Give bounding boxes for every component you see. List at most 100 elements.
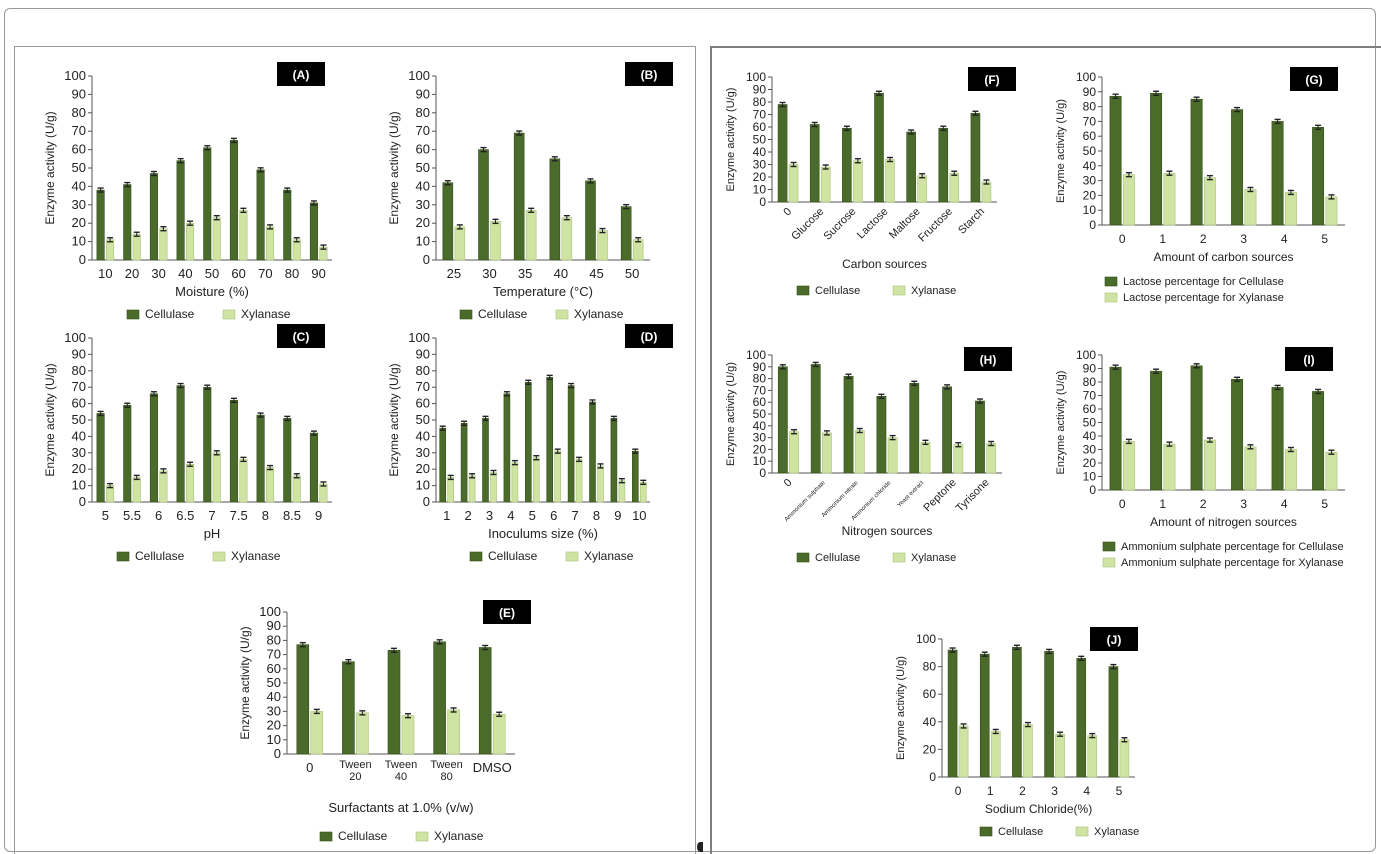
xylanase-bar <box>401 715 415 755</box>
y-tick-label: 90 <box>1083 85 1097 99</box>
legend-swatch <box>1102 557 1116 568</box>
panel-label: (E) <box>499 606 515 620</box>
y-tick-label: 30 <box>1083 443 1097 457</box>
legend-swatch <box>469 551 483 562</box>
xylanase-bar <box>468 475 476 503</box>
cellulase-bar <box>433 641 446 755</box>
y-tick-label: 20 <box>1083 456 1097 470</box>
legend-label: Ammonium sulphate percentage for Xylanas… <box>1121 557 1344 569</box>
y-tick-label: 80 <box>72 363 86 378</box>
x-axis-label: Amount of nitrogen sources <box>1150 515 1297 529</box>
y-tick-label: 10 <box>72 234 86 249</box>
y-tick-label: 30 <box>267 703 281 718</box>
xylanase-bar <box>1325 196 1338 226</box>
cellulase-bar <box>975 400 985 474</box>
y-tick-label: 20 <box>923 742 937 756</box>
xylanase-bar <box>1203 177 1216 226</box>
x-tick-label: 5 <box>102 508 109 523</box>
x-tick-label: 0 <box>782 477 795 490</box>
y-tick-label: 70 <box>753 383 767 397</box>
legend-label: Cellulase <box>998 826 1043 838</box>
y-tick-label: 0 <box>759 195 766 209</box>
xylanase-bar <box>511 462 519 503</box>
x-tick-label: Fructose <box>916 206 955 245</box>
legend-label: Xylanase <box>584 549 634 563</box>
legend-label: Ammonium sulphate percentage for Cellula… <box>1121 541 1344 553</box>
y-tick-label: 50 <box>753 407 767 421</box>
xylanase-bar <box>212 217 221 261</box>
legend-label: Xylanase <box>434 829 484 843</box>
xylanase-bar <box>266 226 275 261</box>
cellulase-bar <box>203 147 212 261</box>
y-axis-label: Enzyme activity (U/g) <box>895 656 907 760</box>
cellulase-bar <box>203 386 212 503</box>
xylanase-bar <box>186 222 195 261</box>
y-tick-label: 10 <box>1083 203 1097 217</box>
xylanase-bar <box>292 239 301 261</box>
legend-swatch <box>1104 276 1118 287</box>
y-tick-label: 0 <box>1089 218 1096 232</box>
x-tick-label: 2 <box>1200 232 1207 246</box>
xylanase-bar <box>887 437 898 474</box>
y-tick-label: 20 <box>416 461 430 476</box>
y-tick-label: 70 <box>416 123 430 138</box>
cellulase-bar <box>809 124 820 203</box>
xylanase-bar <box>106 239 115 261</box>
y-axis-label: Enzyme activity (U/g) <box>725 88 737 192</box>
y-tick-label: 60 <box>267 661 281 676</box>
y-tick-label: 30 <box>72 445 86 460</box>
legend-label: Cellulase <box>338 829 388 843</box>
x-tick-label: 0 <box>1119 232 1126 246</box>
legend-label: Xylanase <box>574 307 624 321</box>
y-tick-label: 30 <box>753 431 767 445</box>
cellulase-bar <box>777 104 788 203</box>
xylanase-bar <box>1325 451 1338 491</box>
x-axis-label: Nitrogen sources <box>842 524 933 538</box>
cellulase-bar <box>632 450 639 503</box>
x-axis-label: Surfactants at 1.0% (v/w) <box>328 800 473 815</box>
cellulase-bar <box>309 432 318 503</box>
x-tick-label: 5 <box>1321 497 1328 511</box>
y-tick-label: 10 <box>753 183 767 197</box>
x-tick-label: 8 <box>593 508 600 523</box>
y-tick-label: 40 <box>416 178 430 193</box>
x-tick-label: 45 <box>589 266 603 281</box>
y-tick-label: 80 <box>416 105 430 120</box>
y-tick-label: 60 <box>72 142 86 157</box>
x-tick-label: Lactose <box>855 206 891 242</box>
y-axis-label: Enzyme activity (U/g) <box>238 626 252 739</box>
xylanase-bar <box>1122 174 1135 226</box>
x-tick-label: 7 <box>571 508 578 523</box>
xylanase-bar <box>159 228 168 261</box>
cellulase-bar <box>620 206 632 261</box>
cellulase-bar <box>810 364 821 474</box>
y-tick-label: 20 <box>416 215 430 230</box>
xylanase-bar <box>1023 724 1033 778</box>
x-tick-label: 6 <box>550 508 557 523</box>
y-tick-label: 50 <box>72 412 86 427</box>
cellulase-bar <box>1044 651 1054 778</box>
cellulase-bar <box>283 418 292 503</box>
x-tick-label: 1 <box>987 784 994 798</box>
cellulase-bar <box>546 377 553 503</box>
y-tick-label: 0 <box>929 770 936 784</box>
cellulase-bar <box>842 127 852 203</box>
x-tick-label: 3 <box>1240 497 1247 511</box>
y-tick-label: 30 <box>72 197 86 212</box>
y-tick-label: 40 <box>72 178 86 193</box>
cellulase-bar <box>1150 92 1163 226</box>
x-tick-label: 2 <box>1200 497 1207 511</box>
y-tick-label: 90 <box>416 346 430 361</box>
panel-label-box <box>968 67 1016 91</box>
y-tick-label: 70 <box>753 108 767 122</box>
cellulase-bar <box>549 158 561 261</box>
x-tick-label: 90 <box>311 266 325 281</box>
xylanase-bar <box>821 432 832 474</box>
legend-label: Cellulase <box>135 549 185 563</box>
x-tick-label: 1 <box>443 508 450 523</box>
xylanase-bar <box>239 459 248 503</box>
xylanase-bar <box>953 444 964 474</box>
